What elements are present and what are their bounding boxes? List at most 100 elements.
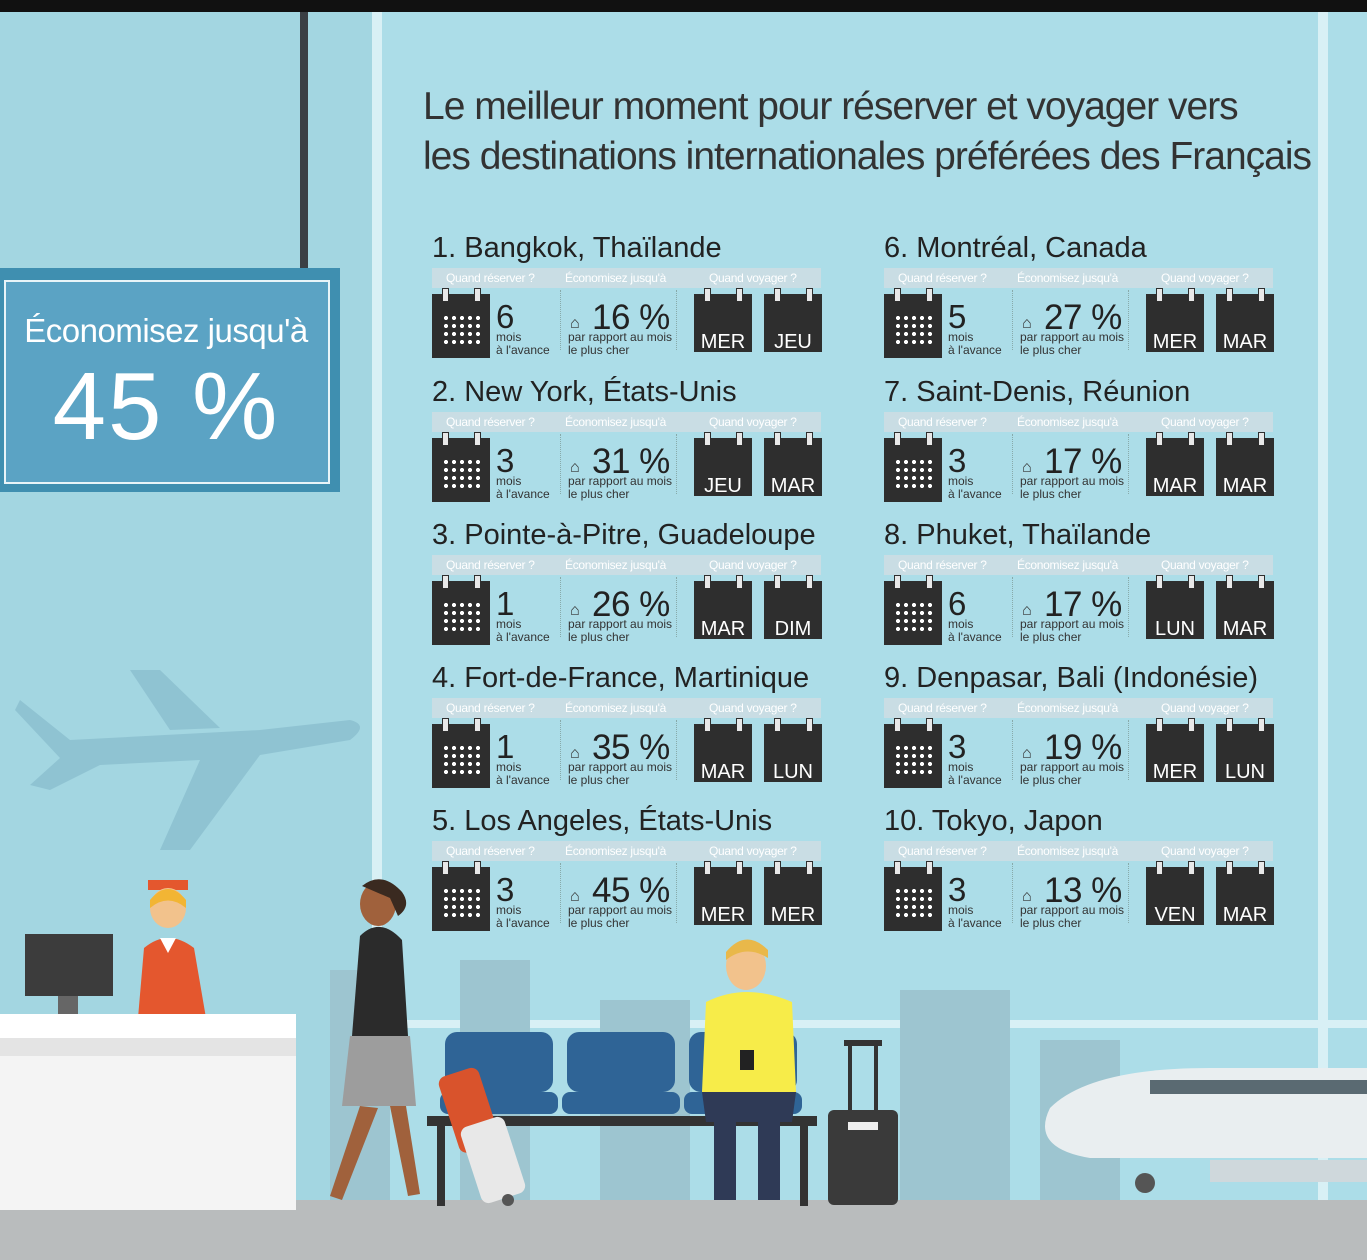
header-book: Quand réserver ? xyxy=(446,271,535,285)
divider xyxy=(676,720,677,780)
header-travel: Quand voyager ? xyxy=(709,415,797,429)
monitor-icon xyxy=(25,934,113,996)
mois-text: mois xyxy=(496,903,522,917)
par-rapport-text: par rapport au mois xyxy=(568,760,673,774)
travel-day-1: MER xyxy=(694,288,752,353)
day-label: MAR xyxy=(1222,475,1268,497)
price-tag-icon: ⌂ xyxy=(570,745,580,762)
title-line-2: les destinations internationales préféré… xyxy=(423,135,1312,178)
travel-day-2: LUN xyxy=(1216,718,1274,782)
months-value: 3 xyxy=(948,871,967,908)
header-travel: Quand voyager ? xyxy=(1161,415,1249,429)
savings-value: 26 % xyxy=(592,585,670,624)
window-frame xyxy=(372,12,382,1202)
header-bar xyxy=(432,698,821,718)
destination-card: 2. New York, États-Unis Quand réserver ?… xyxy=(432,376,872,516)
destination-name: 3. Pointe-à-Pitre, Guadeloupe xyxy=(432,519,816,551)
months-label: mois à l'avance xyxy=(496,904,550,930)
divider xyxy=(560,863,561,923)
plus-cher-text: le plus cher xyxy=(1020,343,1082,357)
page-title: Le meilleur moment pour réserver et voya… xyxy=(423,82,1353,182)
divider xyxy=(1012,577,1013,637)
avance-text: à l'avance xyxy=(496,773,550,787)
months-value: 6 xyxy=(496,298,515,335)
avance-text: à l'avance xyxy=(496,343,550,357)
sign-pole xyxy=(300,12,308,270)
months-label: mois à l'avance xyxy=(948,475,1002,501)
day-label: MER xyxy=(770,904,816,926)
header-book: Quand réserver ? xyxy=(446,701,535,715)
travel-day-2: MAR xyxy=(1216,432,1274,497)
plus-cher-text: le plus cher xyxy=(568,343,630,357)
divider xyxy=(1128,577,1129,637)
header-save: Économisez jusqu'à xyxy=(1017,558,1118,572)
price-tag-icon: ⌂ xyxy=(570,602,580,619)
savings-value: 45 % xyxy=(592,871,670,910)
avance-text: à l'avance xyxy=(948,773,1002,787)
floor xyxy=(0,1200,1367,1260)
travel-day-2: JEU xyxy=(764,288,822,352)
header-travel: Quand voyager ? xyxy=(1161,558,1249,572)
mois-text: mois xyxy=(948,903,974,917)
header-bar xyxy=(884,698,1273,718)
day-label: DIM xyxy=(774,618,812,640)
day-label: MAR xyxy=(1222,904,1268,926)
divider xyxy=(1128,434,1129,494)
mois-text: mois xyxy=(496,617,522,631)
day-label: MAR xyxy=(700,618,746,640)
day-label: MAR xyxy=(1222,618,1268,640)
destination-name: 5. Los Angeles, États-Unis xyxy=(432,805,773,837)
savings-value: 19 % xyxy=(1044,728,1122,767)
divider xyxy=(560,434,561,494)
months-label: mois à l'avance xyxy=(496,475,550,501)
day-label: MER xyxy=(700,331,746,353)
monitor-stand xyxy=(58,996,78,1014)
months-label: mois à l'avance xyxy=(948,331,1002,357)
travel-day-1: MAR xyxy=(694,575,752,640)
header-bar xyxy=(884,841,1273,861)
travel-day-2: MAR xyxy=(764,432,822,496)
savings-label: par rapport au mois le plus cher xyxy=(1020,618,1124,644)
rolling-suitcase-icon xyxy=(828,1040,898,1205)
savings-sign-label: Économisez jusqu'à xyxy=(24,312,308,349)
day-label: MAR xyxy=(1222,331,1268,353)
divider xyxy=(1128,720,1129,780)
calendar-icon xyxy=(884,432,942,502)
avance-text: à l'avance xyxy=(496,487,550,501)
travel-day-1: LUN xyxy=(1146,575,1204,639)
destination-card: 4. Fort-de-France, Martinique Quand rése… xyxy=(432,662,872,802)
savings-label: par rapport au mois le plus cher xyxy=(568,761,672,787)
destination-card: 3. Pointe-à-Pitre, Guadeloupe Quand rése… xyxy=(432,519,872,659)
calendar-icon xyxy=(432,718,490,788)
desk-edge xyxy=(0,1038,296,1056)
calendar-icon xyxy=(884,861,942,931)
plus-cher-text: le plus cher xyxy=(568,487,630,501)
calendar-icon xyxy=(432,288,490,358)
divider xyxy=(560,577,561,637)
header-save: Économisez jusqu'à xyxy=(565,271,666,285)
savings-value: 31 % xyxy=(592,442,670,481)
header-travel: Quand voyager ? xyxy=(709,271,797,285)
header-travel: Quand voyager ? xyxy=(709,701,797,715)
avance-text: à l'avance xyxy=(948,630,1002,644)
par-rapport-text: par rapport au mois xyxy=(1020,330,1125,344)
header-bar xyxy=(884,412,1273,432)
mois-text: mois xyxy=(496,474,522,488)
destination-name: 1. Bangkok, Thaïlande xyxy=(432,232,722,264)
header-book: Quand réserver ? xyxy=(898,415,987,429)
par-rapport-text: par rapport au mois xyxy=(1020,903,1125,917)
price-tag-icon: ⌂ xyxy=(1022,315,1032,332)
price-tag-icon: ⌂ xyxy=(1022,888,1032,905)
header-save: Économisez jusqu'à xyxy=(565,415,666,429)
savings-value: 35 % xyxy=(592,728,670,767)
mois-text: mois xyxy=(948,760,974,774)
destination-card: 1. Bangkok, Thaïlande Quand réserver ? É… xyxy=(432,232,872,372)
building xyxy=(900,990,1010,1200)
parked-airplane-icon xyxy=(1045,1068,1367,1193)
months-label: mois à l'avance xyxy=(496,618,550,644)
day-label: JEU xyxy=(704,475,742,497)
price-tag-icon: ⌂ xyxy=(570,459,580,476)
header-bar xyxy=(432,841,821,861)
divider xyxy=(1012,720,1013,780)
plus-cher-text: le plus cher xyxy=(1020,916,1082,930)
